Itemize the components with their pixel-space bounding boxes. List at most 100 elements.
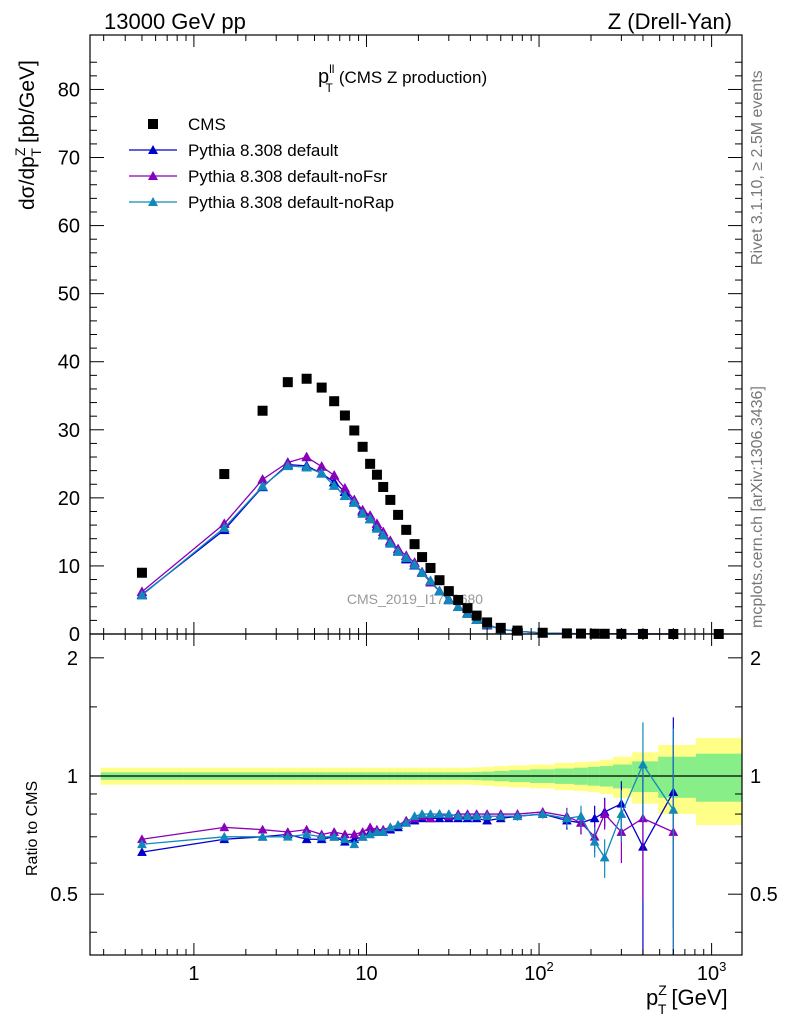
legend-marker-cms bbox=[148, 119, 158, 129]
cms-point bbox=[301, 373, 312, 384]
y-tick-label: 70 bbox=[58, 148, 80, 170]
ratio-3-point bbox=[219, 831, 230, 841]
cms-point bbox=[537, 627, 548, 638]
inplot-title: pll T (CMS Z production) bbox=[318, 62, 487, 95]
series-3-point bbox=[136, 589, 148, 600]
cms-point bbox=[512, 625, 523, 636]
x-tick-label: 1 bbox=[188, 963, 199, 985]
inplot-title-sup: ll bbox=[329, 62, 334, 76]
cms-point bbox=[357, 441, 368, 452]
y-axis-label-part2: [pb/GeV] bbox=[16, 60, 39, 143]
ratio-3-point bbox=[462, 811, 473, 821]
x-axis-label: pZ T [GeV] bbox=[646, 982, 728, 1017]
ratio-3-point bbox=[471, 811, 482, 821]
series-line-2 bbox=[141, 456, 674, 635]
legend-marker-triangle bbox=[148, 145, 158, 154]
cms-point bbox=[495, 622, 506, 633]
x-tick-label: 102 bbox=[524, 959, 553, 985]
series-3-point bbox=[384, 537, 396, 548]
cms-point bbox=[378, 481, 389, 492]
ratio-tick-label-left: 0.5 bbox=[50, 884, 78, 906]
series-3-point bbox=[409, 559, 420, 569]
series-3-point bbox=[348, 497, 360, 507]
ratio-band-inner-segment bbox=[696, 753, 742, 802]
x-tick-label-exp: 2 bbox=[547, 959, 554, 974]
ratio-3-point bbox=[599, 852, 610, 862]
x-tick-label-base: 10 bbox=[355, 963, 377, 985]
cms-point bbox=[401, 524, 412, 535]
legend: CMS Pythia 8.308 default Pythia 8.308 defa… bbox=[129, 115, 394, 212]
y-tick-label: 0 bbox=[69, 624, 80, 646]
ratio-3-point bbox=[589, 836, 600, 846]
ratio-2-point bbox=[219, 822, 230, 832]
series-3-point bbox=[357, 508, 369, 518]
series-3-point bbox=[452, 601, 464, 612]
cms-point bbox=[257, 405, 268, 416]
inplot-title-rest: (CMS Z production) bbox=[339, 68, 487, 87]
x-axis-label-rest: [GeV] bbox=[671, 985, 727, 1010]
x-tick-label-base: 10 bbox=[524, 963, 546, 985]
ratio-1-point bbox=[434, 813, 445, 823]
series-3-point bbox=[434, 585, 445, 596]
ratio-3-point bbox=[537, 809, 548, 818]
ratio-3-point bbox=[378, 827, 389, 836]
legend-marker-triangle bbox=[148, 197, 158, 206]
x-axis-label-main: p bbox=[646, 985, 658, 1010]
ratio-tick-label-right: 1 bbox=[750, 766, 761, 788]
cms-point bbox=[349, 425, 360, 436]
cms-point bbox=[462, 603, 473, 614]
y-axis-label-part1: dσ/dp bbox=[16, 156, 39, 210]
ratio-tick-label-left: 2 bbox=[67, 648, 78, 670]
ratio-2-point bbox=[599, 809, 610, 818]
x-tick-label-base: 1 bbox=[188, 963, 199, 985]
cms-point bbox=[425, 562, 436, 573]
y-axis-label-sub: T bbox=[28, 148, 44, 157]
header-left: 13000 GeV pp bbox=[104, 9, 246, 34]
cms-point bbox=[136, 567, 147, 578]
ratio-1-point bbox=[301, 834, 312, 844]
ratio-band-layer bbox=[90, 737, 742, 826]
cms-point bbox=[417, 552, 428, 563]
ratio-3-point bbox=[453, 811, 464, 821]
cms-point bbox=[385, 494, 396, 505]
cms-point bbox=[434, 575, 445, 586]
ratio-3-point bbox=[417, 809, 428, 818]
series-3-point bbox=[301, 461, 313, 472]
cms-point bbox=[329, 396, 340, 407]
legend-marker-triangle bbox=[148, 171, 158, 180]
ratio-2-point bbox=[349, 829, 360, 839]
series-3-point bbox=[316, 467, 328, 478]
ratio-3-point bbox=[576, 811, 586, 821]
ratio-band-inner-segment bbox=[658, 756, 697, 798]
series-line-3 bbox=[141, 465, 674, 635]
ratio-3-point bbox=[393, 820, 404, 829]
rivet-label: Rivet 3.1.10, ≥ 2.5M events bbox=[749, 70, 766, 265]
y-tick-label: 30 bbox=[58, 420, 80, 442]
ratio-3-point bbox=[329, 831, 340, 841]
x-tick-label-exp: 3 bbox=[719, 959, 726, 974]
x-tick-label-base: 10 bbox=[697, 963, 719, 985]
ratio-3-point bbox=[425, 809, 436, 818]
cms-point bbox=[482, 617, 493, 628]
cms-point bbox=[282, 377, 293, 388]
ratio-2-point bbox=[425, 813, 436, 823]
ratio-3-point bbox=[137, 839, 147, 849]
ratio-3-point bbox=[434, 809, 445, 818]
series-line-1 bbox=[141, 463, 674, 635]
ratio-tick-label-left: 1 bbox=[67, 766, 78, 788]
inplot-title-sub: T bbox=[325, 81, 333, 95]
ratio-3-point bbox=[401, 817, 412, 827]
y-tick-label: 50 bbox=[58, 284, 80, 306]
series-2-point bbox=[301, 451, 313, 462]
ratio-3-point bbox=[385, 822, 396, 832]
series-3-point bbox=[425, 575, 436, 586]
cms-point bbox=[316, 382, 327, 393]
ratio-3-point bbox=[282, 831, 293, 841]
ratio-1-point bbox=[137, 847, 147, 856]
ratio-3-point bbox=[616, 809, 627, 818]
series-3-point bbox=[377, 529, 389, 540]
series-3-point bbox=[392, 546, 404, 556]
inplot-title-main: p bbox=[318, 66, 329, 88]
